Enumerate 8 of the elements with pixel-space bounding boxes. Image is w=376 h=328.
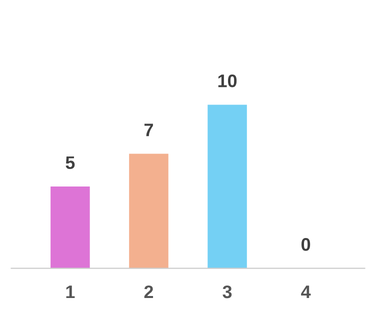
- data-label: 0: [302, 238, 310, 251]
- x-tick-label: 2: [144, 285, 154, 298]
- data-label: 10: [218, 74, 237, 88]
- x-tick-label: 1: [66, 286, 75, 298]
- x-tick-label: 3: [222, 285, 232, 298]
- data-label: 5: [66, 156, 75, 170]
- data-label: 7: [144, 124, 153, 136]
- x-tick-label: 4: [301, 286, 311, 298]
